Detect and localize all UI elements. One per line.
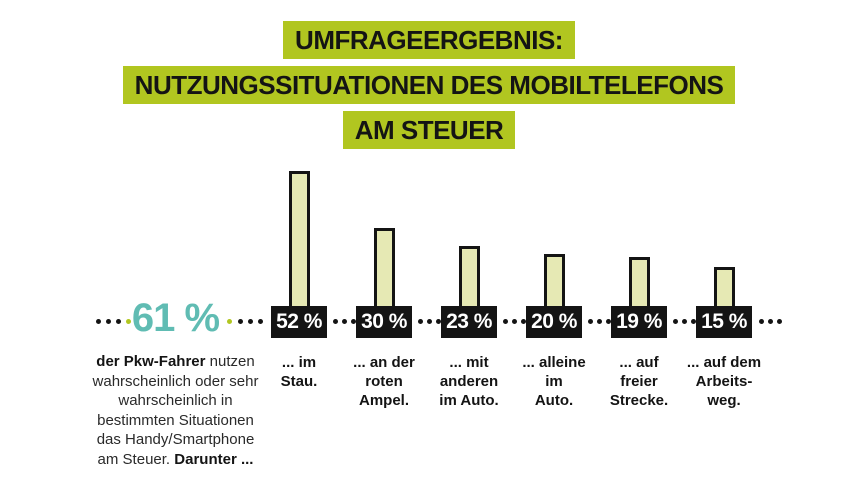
bar-caption: ... alleine im Auto. (522, 354, 586, 409)
bar-value-label: 19 % (611, 306, 667, 338)
dotted-line-dot (759, 319, 764, 324)
dotted-line-dot (436, 319, 441, 324)
dotted-line-dot (333, 319, 338, 324)
dotted-line-dot (512, 319, 517, 324)
dotted-line-dot (691, 319, 696, 324)
highlight-description-bold-start: der Pkw-Fahrer (96, 353, 206, 370)
bar-caption: ... an der roten Ampel. (353, 354, 415, 409)
dotted-line-dot (503, 319, 508, 324)
highlight-description-middle: nutzen wahrscheinlich oder sehr wahrsche… (92, 353, 259, 468)
highlight-value: 61 % (131, 296, 220, 340)
chart-bar (289, 171, 310, 306)
dotted-line-dot (96, 319, 101, 324)
dotted-line-dot (342, 319, 347, 324)
dotted-line-dot (248, 319, 253, 324)
dotted-line-dot (588, 319, 593, 324)
chart-bar (374, 228, 395, 306)
dotted-line-dot (682, 319, 687, 324)
dotted-line-dot (238, 319, 243, 324)
bar-caption: ... mit anderen im Auto. (439, 354, 499, 409)
chart-bar (629, 257, 650, 306)
bar-caption: ... auf freier Strecke. (609, 354, 669, 409)
chart-bar (714, 267, 735, 306)
dotted-line-dot (606, 319, 611, 324)
dotted-line-dot (673, 319, 678, 324)
bar-value-label: 20 % (526, 306, 582, 338)
highlight-description: der Pkw-Fahrer nutzen wahrscheinlich ode… (88, 352, 263, 469)
dotted-line-dot (116, 319, 121, 324)
title-line-3: AM STEUER (342, 111, 516, 149)
title-line-1: UMFRAGEERGEBNIS: (283, 21, 575, 59)
dotted-line-dot (106, 319, 111, 324)
highlight-description-bold-end: Darunter ... (174, 450, 254, 468)
bar-caption: ... im Stau. (280, 354, 318, 390)
chart-bar (544, 254, 565, 306)
bar-value-label: 15 % (696, 306, 752, 338)
title-line-2: NUTZUNGSSITUATIONEN DES MOBILTELEFONS (122, 66, 736, 104)
dotted-line-dot (227, 319, 232, 324)
dotted-line-dot (126, 319, 131, 324)
bar-caption: ... auf dem Arbeits- weg. (686, 354, 762, 409)
title-block: UMFRAGEERGEBNIS: NUTZUNGSSITUATIONEN DES… (0, 21, 858, 149)
bar-value-label: 52 % (271, 306, 327, 338)
dotted-line-dot (597, 319, 602, 324)
dotted-line-dot (521, 319, 526, 324)
dotted-line-dot (258, 319, 263, 324)
dotted-line-dot (777, 319, 782, 324)
dotted-line-dot (427, 319, 432, 324)
dotted-line-dot (351, 319, 356, 324)
bar-value-label: 30 % (356, 306, 412, 338)
bar-value-label: 23 % (441, 306, 497, 338)
chart-bar (459, 246, 480, 306)
dotted-line-dot (768, 319, 773, 324)
dotted-line-dot (418, 319, 423, 324)
